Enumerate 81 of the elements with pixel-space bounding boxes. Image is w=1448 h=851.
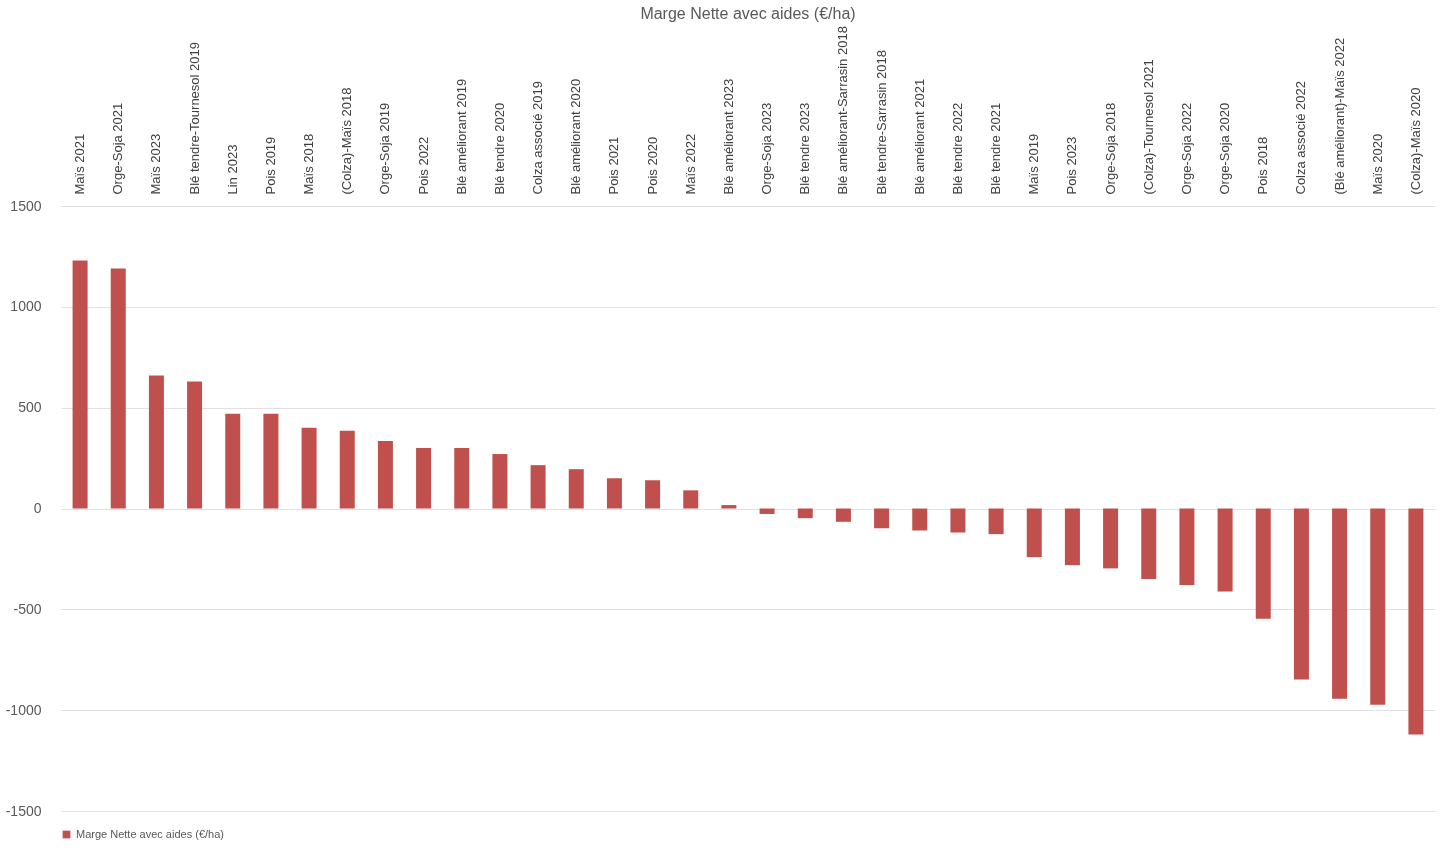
bar [683,490,699,509]
bar [110,268,126,509]
x-tick-label: Colza associé 2022 [1293,81,1309,195]
bar [568,469,584,509]
bar [1064,508,1080,566]
x-tick-label: Colza associé 2019 [530,81,546,195]
x-tick-label: Maïs 2019 [1026,133,1042,195]
bar [1332,508,1348,699]
bar [454,448,470,509]
x-tick-label: Orge-Soja 2019 [377,102,393,195]
bar [721,505,737,509]
x-tick-label: Maïs 2023 [148,133,164,195]
bar [225,413,241,509]
bar [1217,508,1233,592]
bar [874,508,890,529]
x-tick-label: Lin 2023 [224,144,240,195]
bar [950,508,966,533]
x-tick-label: Maïs 2020 [1369,133,1385,195]
bar [912,508,928,531]
x-tick-label: (Colza)-Maïs 2020 [1407,87,1423,195]
x-tick-label: Blé améliorant 2019 [453,78,469,195]
y-tick-label: -1000 [5,701,42,718]
x-tick-label: Orge-Soja 2020 [1217,102,1233,195]
y-tick-label: 1500 [10,197,42,214]
bar [530,465,546,509]
legend-label: Marge Nette avec aides (€/ha) [76,827,224,840]
x-tick-label: Pois 2019 [262,136,278,195]
x-tick-label: Blé améliorant 2021 [911,78,927,195]
x-tick-label: Maïs 2018 [301,133,317,195]
bar [377,440,393,509]
x-tick-label: Blé tendre-Tournesol 2019 [186,42,202,195]
bar [1408,508,1424,735]
x-tick-label: Orge-Soja 2021 [110,102,126,195]
x-tick-label: Pois 2018 [1255,136,1271,195]
bar [1179,508,1195,585]
bar [1293,508,1309,680]
x-tick-label: Pois 2020 [644,136,660,195]
bar [339,430,355,509]
bar [1370,508,1386,705]
x-tick-label: Pois 2023 [1064,136,1080,195]
chart-title: Marge Nette avec aides (€/ha) [640,4,856,22]
bar [492,454,508,509]
bar [301,427,317,509]
bar [72,260,88,509]
x-tick-label: Blé tendre 2021 [988,102,1004,195]
x-tick-label: Blé améliorant 2020 [568,78,584,195]
x-tick-label: Pois 2021 [606,136,622,195]
x-tick-label: Blé tendre 2022 [949,102,965,195]
x-tick-label: Orge-Soja 2018 [1102,102,1118,195]
x-tick-label: Maïs 2022 [682,133,698,195]
x-tick-label: (Colza)-Tournesol 2021 [1140,59,1156,195]
y-tick-label: 1000 [10,298,42,315]
bar [1026,508,1042,558]
bar [1141,508,1157,580]
bar [263,413,279,509]
x-tick-label: Blé tendre 2023 [797,102,813,195]
bar [148,375,164,509]
bar [835,508,851,522]
y-tick-label: -500 [13,600,42,617]
x-tick-label: Blé améliorant 2023 [720,78,736,195]
x-tick-label: (Blé améliorant)-Maïs 2022 [1331,37,1347,195]
bar [759,508,775,514]
x-tick-label: Maïs 2021 [72,133,88,195]
bar [988,508,1004,535]
bar [645,480,661,509]
bar [1103,508,1119,569]
x-tick-label: Orge-Soja 2022 [1178,102,1194,195]
x-tick-label: (Colza)-Maïs 2018 [339,87,355,195]
x-tick-label: Blé tendre 2020 [491,102,507,195]
bar [187,381,203,509]
y-tick-label: 500 [18,399,42,416]
y-tick-label: -1500 [5,802,42,819]
bar [1255,508,1271,619]
bar [797,508,813,519]
x-tick-label: Orge-Soja 2023 [759,102,775,195]
x-tick-label: Blé améliorant-Sarrasin 2018 [835,26,851,195]
bar [606,478,622,509]
x-tick-label: Blé tendre-Sarrasin 2018 [873,49,889,195]
y-tick-label: 0 [33,500,42,516]
x-tick-label: Pois 2022 [415,136,431,195]
bar [416,448,432,509]
